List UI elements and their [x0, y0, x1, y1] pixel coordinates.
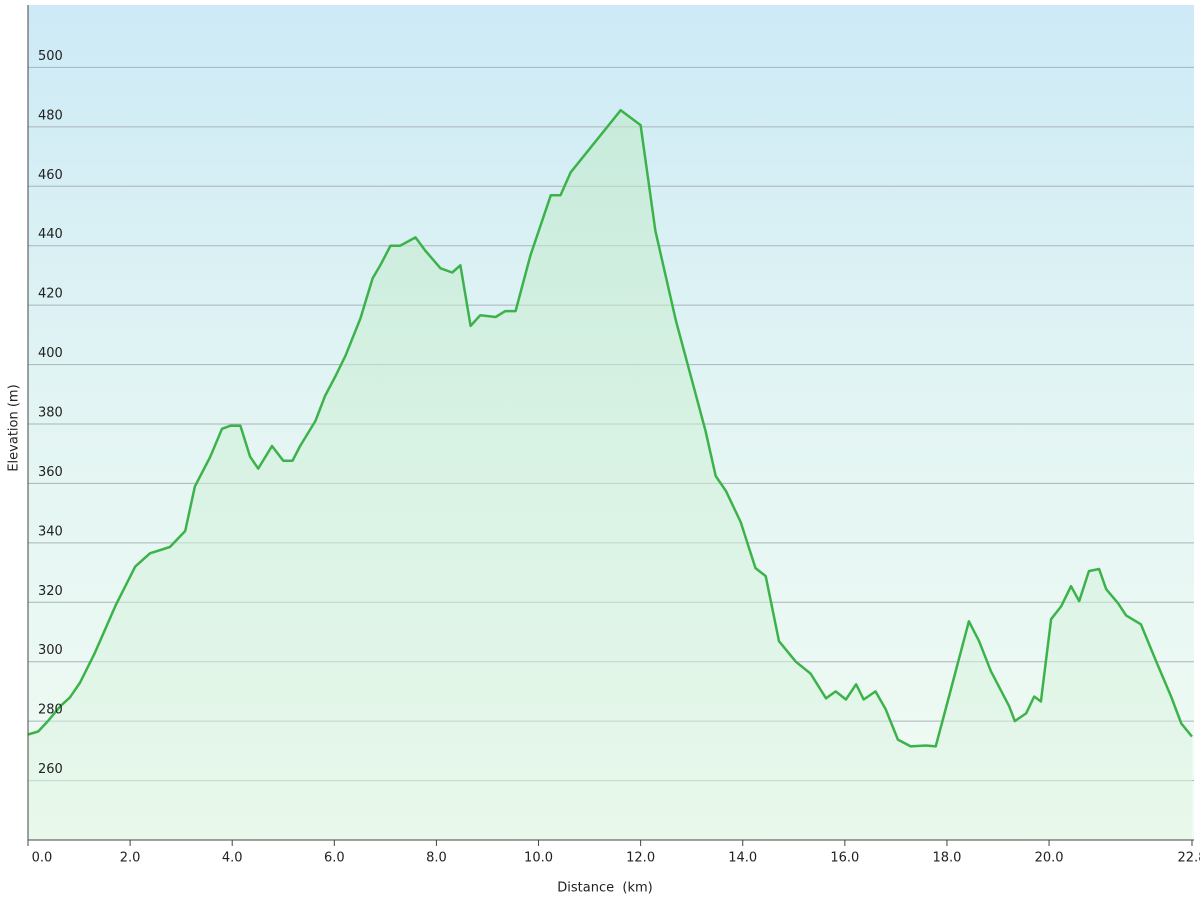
x-tick-label: 16.0 [830, 851, 859, 866]
labels: 260 280 300 320 340 360 380 400 420 440 460 480 500 0… [27, 49, 1200, 866]
x-tick-label: 8.0 [426, 851, 447, 866]
x-tick-label: 22.8 [1178, 851, 1200, 866]
x-axis-title: Distance (km) [557, 881, 652, 896]
y-tick-label: 460 [38, 168, 63, 183]
y-tick-label: 500 [38, 49, 63, 64]
y-tick-label: 480 [38, 108, 63, 123]
x-tick-label: 14.0 [728, 851, 757, 866]
x-tick-label: 6.0 [324, 851, 345, 866]
x-tick-label: 4.0 [222, 851, 243, 866]
x-tick-label: 20.0 [1035, 851, 1064, 866]
marks [27, 108, 1193, 840]
y-tick-label: 440 [38, 227, 63, 242]
x-tick-label: 0.0 [32, 851, 53, 866]
elevation-line [27, 108, 1193, 748]
y-tick-label: 260 [38, 762, 63, 777]
y-tick-label: 380 [38, 406, 63, 421]
y-tick-label: 400 [38, 346, 63, 361]
x-tick-label: 12.0 [626, 851, 655, 866]
y-tick-label: 360 [38, 465, 63, 480]
y-tick-label: 300 [38, 643, 63, 658]
y-tick-label: 320 [38, 584, 63, 599]
y-axis-title: Elevation (m) [7, 384, 22, 471]
y-tick-label: 280 [38, 703, 63, 718]
x-tick-label: 10.0 [524, 851, 553, 866]
y-tick-label: 340 [38, 524, 63, 539]
x-tick-label: 2.0 [120, 851, 141, 866]
y-tick-label: 420 [38, 287, 63, 302]
x-tick-label: 18.0 [932, 851, 961, 866]
area-fill [28, 110, 1192, 840]
